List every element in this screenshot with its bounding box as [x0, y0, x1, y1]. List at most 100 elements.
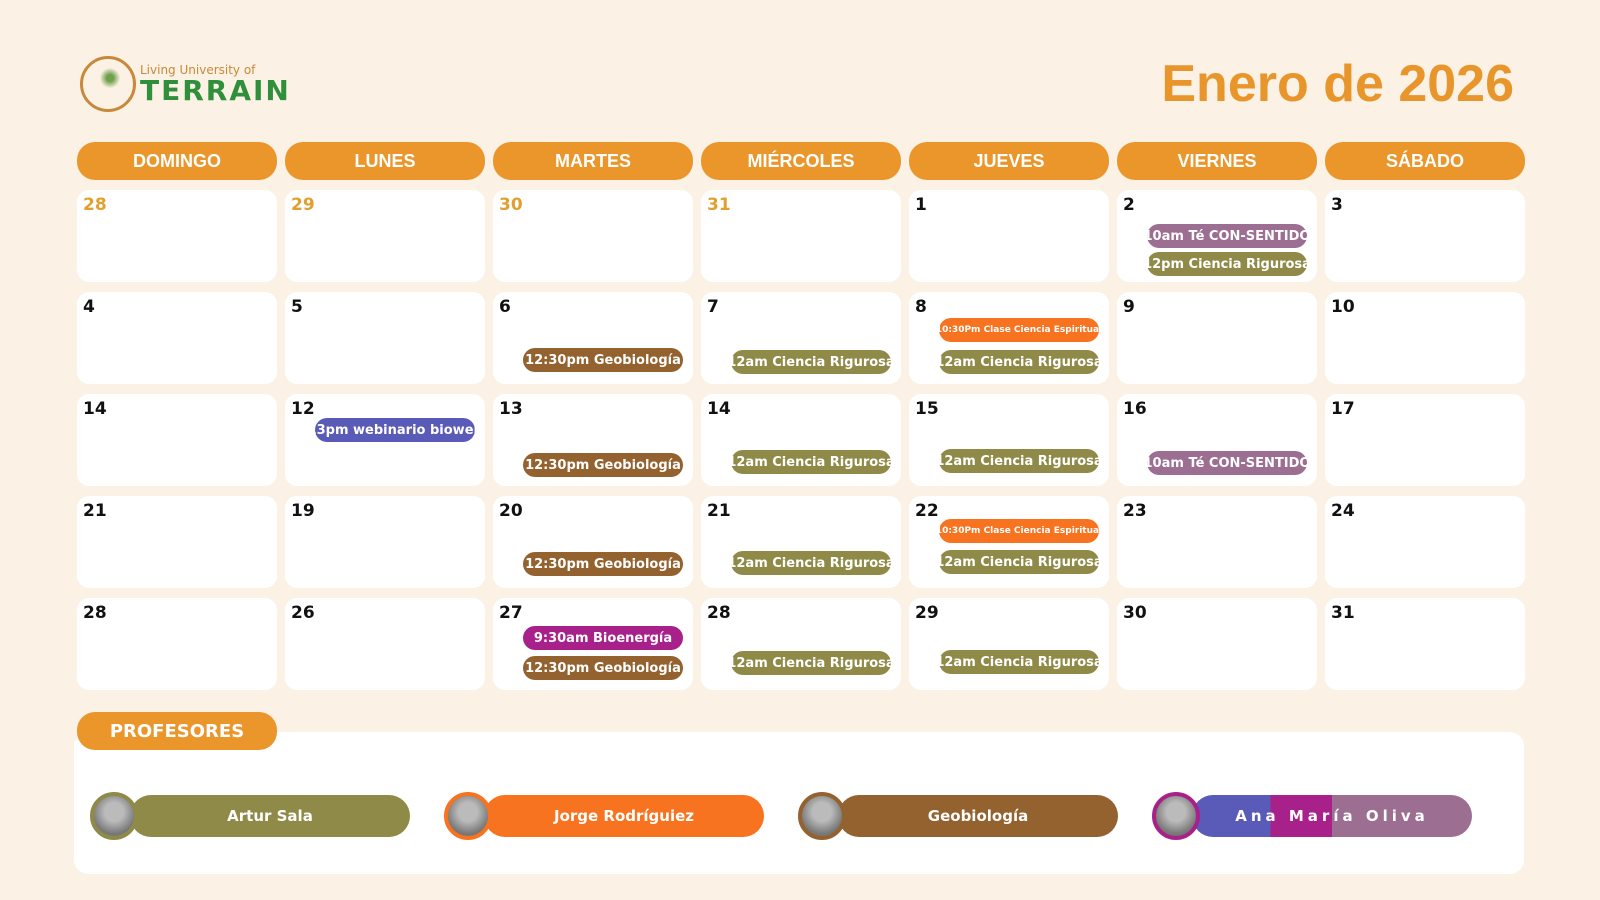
day-number: 28	[83, 603, 107, 623]
day-header: SÁBADO	[1325, 142, 1525, 180]
day-number: 2	[1123, 195, 1135, 215]
day-number: 14	[83, 399, 107, 419]
event-pill[interactable]: 12am Ciencia Rigurosa	[727, 651, 895, 675]
event-pill[interactable]: 10am Té CON-SENTIDO	[1144, 451, 1310, 475]
day-cell[interactable]: 27 9:30am Bioenergía 12:30pm Geobiología	[493, 598, 693, 690]
day-header: JUEVES	[909, 142, 1109, 180]
page-title: Enero de 2026	[1161, 55, 1514, 113]
avatar	[798, 792, 846, 840]
logo-line2: TERRAIN	[140, 74, 291, 107]
day-cell[interactable]: 31	[1325, 598, 1525, 690]
day-cell[interactable]: 15 12am Ciencia Rigurosa	[909, 394, 1109, 486]
day-number: 29	[291, 195, 315, 215]
day-number: 26	[291, 603, 315, 623]
logo-line1: Living University of	[140, 63, 256, 77]
day-cell[interactable]: 9	[1117, 292, 1317, 384]
day-cell[interactable]: 29	[285, 190, 485, 282]
event-pill[interactable]: 12am Ciencia Rigurosa	[727, 350, 895, 374]
day-number: 8	[915, 297, 927, 317]
event-pill[interactable]: 12am Ciencia Rigurosa	[727, 551, 895, 575]
day-number: 21	[707, 501, 731, 521]
event-pill[interactable]: 12am Ciencia Rigurosa	[935, 650, 1103, 674]
day-cell[interactable]: 4	[77, 292, 277, 384]
avatar	[1152, 792, 1200, 840]
day-number: 30	[1123, 603, 1147, 623]
professor-item: Geobiología	[798, 792, 1118, 840]
day-number: 5	[291, 297, 303, 317]
day-cell[interactable]: 6 12:30pm Geobiología	[493, 292, 693, 384]
event-pill[interactable]: 12am Ciencia Rigurosa	[935, 350, 1103, 374]
day-cell[interactable]: 23	[1117, 496, 1317, 588]
day-cell[interactable]: 2 10am Té CON-SENTIDO 12pm Ciencia Riguros…	[1117, 190, 1317, 282]
day-number: 16	[1123, 399, 1147, 419]
day-number: 20	[499, 501, 523, 521]
day-number: 28	[83, 195, 107, 215]
day-cell[interactable]: 30	[1117, 598, 1317, 690]
day-cell[interactable]: 16 10am Té CON-SENTIDO	[1117, 394, 1317, 486]
day-cell[interactable]: 30	[493, 190, 693, 282]
event-pill[interactable]: 9:30am Bioenergía	[523, 626, 683, 650]
day-cell[interactable]: 26	[285, 598, 485, 690]
day-number: 9	[1123, 297, 1135, 317]
day-header: LUNES	[285, 142, 485, 180]
professor-name: Artur Sala	[130, 795, 410, 837]
day-number: 27	[499, 603, 523, 623]
event-pill[interactable]: 12pm Ciencia Rigurosa	[1143, 252, 1311, 276]
day-cell[interactable]: 24	[1325, 496, 1525, 588]
day-cell[interactable]: 21 12am Ciencia Rigurosa	[701, 496, 901, 588]
professor-name: Jorge Rodríguiez	[484, 795, 764, 837]
day-cell[interactable]: 20 12:30pm Geobiología	[493, 496, 693, 588]
tree-logo-icon	[80, 56, 136, 112]
day-cell[interactable]: 28 12am Ciencia Rigurosa	[701, 598, 901, 690]
day-number: 24	[1331, 501, 1355, 521]
day-cell[interactable]: 22 10:30Pm Clase Ciencia Espiritual 12am C…	[909, 496, 1109, 588]
day-number: 10	[1331, 297, 1355, 317]
day-number: 23	[1123, 501, 1147, 521]
day-cell[interactable]: 1	[909, 190, 1109, 282]
event-pill[interactable]: 12:30pm Geobiología	[523, 348, 683, 372]
day-header: MARTES	[493, 142, 693, 180]
professors-tab: PROFESORES	[77, 712, 277, 750]
day-cell[interactable]: 29 12am Ciencia Rigurosa	[909, 598, 1109, 690]
day-number: 14	[707, 399, 731, 419]
event-pill[interactable]: 13pm webinario biowell	[308, 418, 482, 442]
event-pill[interactable]: 10:30Pm Clase Ciencia Espiritual	[936, 318, 1102, 342]
day-cell[interactable]: 7 12am Ciencia Rigurosa	[701, 292, 901, 384]
logo: Living University of TERRAIN	[80, 56, 291, 112]
calendar-grid: DOMINGO LUNES MARTES MIÉRCOLES JUEVES VIERNES…	[77, 142, 1525, 690]
day-number: 17	[1331, 399, 1355, 419]
event-pill[interactable]: 10am Té CON-SENTIDO	[1144, 224, 1310, 248]
day-cell[interactable]: 21	[77, 496, 277, 588]
day-cell[interactable]: 19	[285, 496, 485, 588]
day-cell[interactable]: 10	[1325, 292, 1525, 384]
day-number: 6	[499, 297, 511, 317]
day-number: 21	[83, 501, 107, 521]
day-cell[interactable]: 8 10:30Pm Clase Ciencia Espiritual 12am Ci…	[909, 292, 1109, 384]
day-cell[interactable]: 12 13pm webinario biowell	[285, 394, 485, 486]
event-pill[interactable]: 12am Ciencia Rigurosa	[727, 450, 895, 474]
day-header: VIERNES	[1117, 142, 1317, 180]
avatar	[444, 792, 492, 840]
day-cell[interactable]: 17	[1325, 394, 1525, 486]
day-cell[interactable]: 5	[285, 292, 485, 384]
day-cell[interactable]: 31	[701, 190, 901, 282]
event-pill[interactable]: 12:30pm Geobiología	[523, 552, 683, 576]
event-pill[interactable]: 12:30pm Geobiología	[523, 656, 683, 680]
event-pill[interactable]: 10:30Pm Clase Ciencia Espiritual	[936, 519, 1102, 543]
day-cell[interactable]: 28	[77, 190, 277, 282]
day-cell[interactable]: 14	[77, 394, 277, 486]
avatar	[90, 792, 138, 840]
day-cell[interactable]: 3	[1325, 190, 1525, 282]
event-pill[interactable]: 12am Ciencia Rigurosa	[935, 449, 1103, 473]
day-number: 7	[707, 297, 719, 317]
day-number: 15	[915, 399, 939, 419]
day-cell[interactable]: 14 12am Ciencia Rigurosa	[701, 394, 901, 486]
event-pill[interactable]: 12:30pm Geobiología	[523, 453, 683, 477]
day-header: DOMINGO	[77, 142, 277, 180]
day-number: 31	[707, 195, 731, 215]
event-pill[interactable]: 12am Ciencia Rigurosa	[935, 550, 1103, 574]
day-number: 19	[291, 501, 315, 521]
day-cell[interactable]: 13 12:30pm Geobiología	[493, 394, 693, 486]
day-cell[interactable]: 28	[77, 598, 277, 690]
day-number: 13	[499, 399, 523, 419]
